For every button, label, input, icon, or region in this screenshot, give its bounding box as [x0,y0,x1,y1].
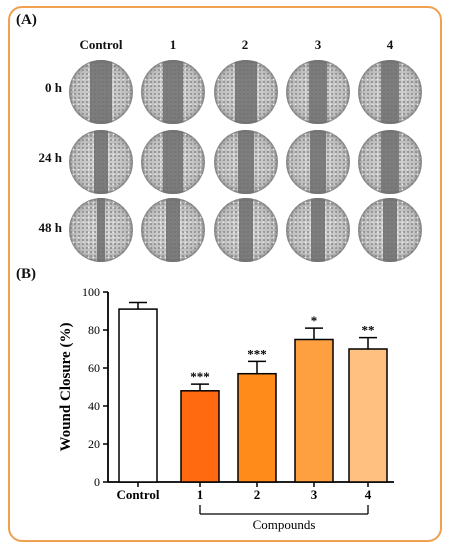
wound-image-0h-3 [286,60,350,124]
panel-a-label: (A) [16,12,37,28]
column-label-2: 2 [241,37,249,52]
x-tick-label: 1 [197,487,204,502]
wound-image-48h-4 [358,198,422,262]
bar-1 [180,390,220,483]
wound-image-24h-3 [286,130,350,194]
y-tick-label: 40 [88,399,100,413]
column-label-control: Control [79,37,123,52]
bar-4 [348,348,388,483]
column-label-1: 1 [169,37,177,52]
y-tick-label: 0 [94,475,100,489]
bar-control [118,308,158,483]
scratch-gap [235,60,257,124]
row-label-24h: 24 h [38,150,62,165]
significance-label: * [311,313,318,328]
wound-image-0h-control [69,60,133,124]
column-label-3: 3 [314,37,322,52]
wound-image-0h-1 [141,60,205,124]
scratch-gap [381,60,399,124]
wound-image-24h-2 [214,130,278,194]
scratch-gap [310,130,326,194]
bar-2 [237,372,277,483]
scratch-gap [163,130,183,194]
figure-frame [8,6,442,542]
scratch-gap [239,198,253,262]
row-label-48h: 48 h [38,220,62,235]
panel-b-label: (B) [16,266,36,282]
y-tick-label: 80 [88,323,100,337]
scratch-gap [381,130,399,194]
wound-image-0h-4 [358,60,422,124]
x-tick-label: 2 [254,487,261,502]
scratch-gap [166,198,180,262]
row-label-0h: 0 h [45,80,62,95]
x-tick-label: 4 [365,487,372,502]
wound-image-48h-2 [214,198,278,262]
significance-label: *** [247,346,267,361]
y-tick-label: 20 [88,437,100,451]
scratch-gap [311,198,325,262]
wound-image-48h-control [69,198,133,262]
scratch-gap [97,198,105,262]
scratch-gap [90,60,112,124]
x-tick-label: Control [116,487,159,502]
significance-label: *** [190,369,210,384]
scratch-gap [309,60,327,124]
group-label-compounds: Compounds [253,517,316,532]
scratch-gap [383,198,397,262]
wound-image-24h-4 [358,130,422,194]
wound-image-24h-control [69,130,133,194]
wound-image-48h-1 [141,198,205,262]
y-tick-label: 60 [88,361,100,375]
wound-image-48h-3 [286,198,350,262]
significance-label: ** [362,323,375,338]
wound-image-24h-1 [141,130,205,194]
y-axis-title: Wound Closure (%) [58,323,74,452]
scratch-gap [94,130,108,194]
y-tick-label: 100 [82,285,100,299]
x-tick-label: 3 [311,487,318,502]
column-label-4: 4 [386,37,394,52]
bar-3 [294,338,334,483]
scratch-gap [163,60,183,124]
scratch-gap [238,130,254,194]
wound-image-0h-2 [214,60,278,124]
